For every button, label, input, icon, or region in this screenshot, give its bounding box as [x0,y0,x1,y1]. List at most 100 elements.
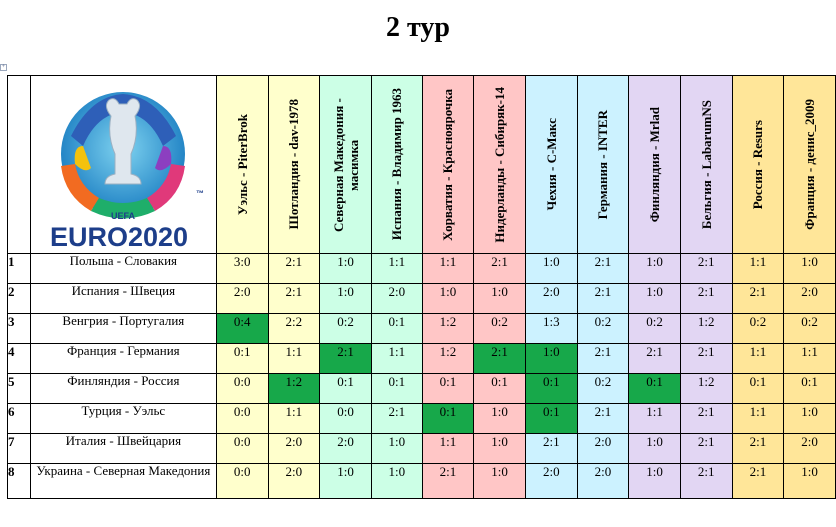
score-cell: 1:0 [319,463,372,499]
score-cell: 1:1 [267,403,321,434]
score-cell: 1:0 [421,283,475,314]
match-number: 6 [7,403,31,434]
score-cell: 0:2 [473,313,526,344]
player-column-label: Нидерланды - Сибиряк-14 [492,86,508,243]
match-number: 8 [7,463,31,499]
score-cell: 0:1 [370,373,423,404]
table-move-handle-icon[interactable]: + [0,64,7,71]
match-name: Венгрия - Португалия [29,313,217,344]
table-row: 3 Венгрия - Португалия 0:4 2:2 0:2 0:1 1:2 0:2 1… [7,313,836,344]
player-column-header: Хорватия - Красноярочка [421,75,475,254]
score-cell: 1:1 [628,403,681,434]
player-column-label: Уэльс - PiterBrok [234,113,250,216]
score-cell: 1:0 [524,253,578,284]
player-column-label: Хорватия - Красноярочка [440,88,456,241]
score-cell: 1:0 [628,463,681,499]
score-cell: 2:1 [628,343,681,374]
score-cell: 1:1 [370,253,423,284]
player-column-header: Нидерланды - Сибиряк-14 [473,75,526,254]
score-cell: 0:1 [421,403,475,434]
score-cell: 0:2 [628,313,681,344]
score-cell: 1:1 [421,253,475,284]
score-cell: 1:0 [628,283,681,314]
score-cell: 0:1 [628,373,681,404]
score-cell: 2:1 [319,343,372,374]
score-cell: 0:1 [473,373,526,404]
score-cell: 0:2 [576,313,630,344]
match-name: Турция - Уэльс [29,403,217,434]
match-number: 4 [7,343,31,374]
player-column-label: Франция - денис_2009 [802,99,818,230]
match-name: Польша - Словакия [29,253,217,284]
score-cell: 1:0 [628,253,681,284]
score-cell: 1:1 [421,433,475,464]
score-cell: 1:0 [319,253,372,284]
score-cell: 3:0 [215,253,269,284]
score-cell: 2:0 [267,463,321,499]
score-cell: 1:0 [473,463,526,499]
player-column-header: Уэльс - PiterBrok [215,75,269,254]
score-cell: 0:1 [783,373,836,404]
match-name: Испания - Швеция [29,283,217,314]
score-cell: 2:1 [679,343,733,374]
player-column-header: Шотландия - dav-1978 [267,75,321,254]
match-name: Финляндия - Россия [29,373,217,404]
score-cell: 2:0 [215,283,269,314]
score-cell: 1:2 [421,343,475,374]
match-name: Франция - Германия [29,343,217,374]
score-cell: 0:1 [524,403,578,434]
score-cell: 0:0 [215,433,269,464]
player-column-header: Франция - денис_2009 [783,75,836,254]
match-number: 7 [7,433,31,464]
player-column-header: Россия - Resurs [731,75,785,254]
score-cell: 2:1 [679,253,733,284]
score-cell: 2:1 [731,283,785,314]
score-cell: 2:1 [576,253,630,284]
score-cell: 1:0 [370,463,423,499]
player-column-label: Финляндия - Mrlad [647,106,663,223]
score-cell: 2:1 [679,403,733,434]
score-cell: 2:2 [267,313,321,344]
table-row: 2 Испания - Швеция 2:0 2:1 1:0 2:0 1:0 1:0 2:0 2:… [7,283,836,314]
player-column-label: Испания - Владимир 1963 [389,88,405,241]
score-cell: 0:1 [421,373,475,404]
score-cell: 1:0 [783,253,836,284]
score-cell: 0:0 [215,463,269,499]
score-cell: 2:0 [319,433,372,464]
score-cell: 2:1 [731,433,785,464]
player-column-header: Чехия - С-Макс [524,75,578,254]
player-column-label: Чехия - С-Макс [543,118,559,211]
player-column-header: Финляндия - Mrlad [628,75,681,254]
score-cell: 0:1 [524,373,578,404]
table-row: 6 Турция - Уэльс 0:0 1:1 0:0 2:1 0:1 1:0 0:1 2:1 1… [7,403,836,434]
score-cell: 1:2 [267,373,321,404]
table-row: 1 Польша - Словакия 3:0 2:1 1:0 1:1 1:1 2:1 1:0 2… [7,253,836,284]
score-cell: 1:1 [370,343,423,374]
score-cell: 2:0 [576,463,630,499]
player-column-header: Бельгия - LabarumNS [679,75,733,254]
score-cell: 0:1 [215,343,269,374]
logo-uefa-text: UEFA [111,211,136,221]
score-cell: 1:0 [370,433,423,464]
score-cell: 0:0 [215,373,269,404]
score-cell: 0:1 [370,313,423,344]
score-cell: 0:2 [576,373,630,404]
match-number: 5 [7,373,31,404]
score-cell: 2:0 [783,283,836,314]
score-cell: 0:2 [319,313,372,344]
logo-euro2020-text: EURO2020 [50,222,188,252]
table-row: 5 Финляндия - Россия 0:0 1:2 0:1 0:1 0:1 0:1 0:1… [7,373,836,404]
score-cell: 2:1 [421,463,475,499]
score-cell: 1:1 [731,403,785,434]
score-cell: 2:1 [473,343,526,374]
page-title: 2 тур [386,12,450,43]
table-row: 4 Франция - Германия 0:1 1:1 2:1 1:1 1:2 2:1 1:0… [7,343,836,374]
score-cell: 1:0 [524,343,578,374]
score-cell: 2:1 [267,283,321,314]
score-cell: 2:0 [370,283,423,314]
score-cell: 0:1 [319,373,372,404]
table-row: 8 Украина - Северная Македония 0:0 2:0 1:0 1:… [7,463,836,499]
score-cell: 2:1 [679,463,733,499]
score-cell: 0:0 [319,403,372,434]
score-cell: 2:1 [267,253,321,284]
